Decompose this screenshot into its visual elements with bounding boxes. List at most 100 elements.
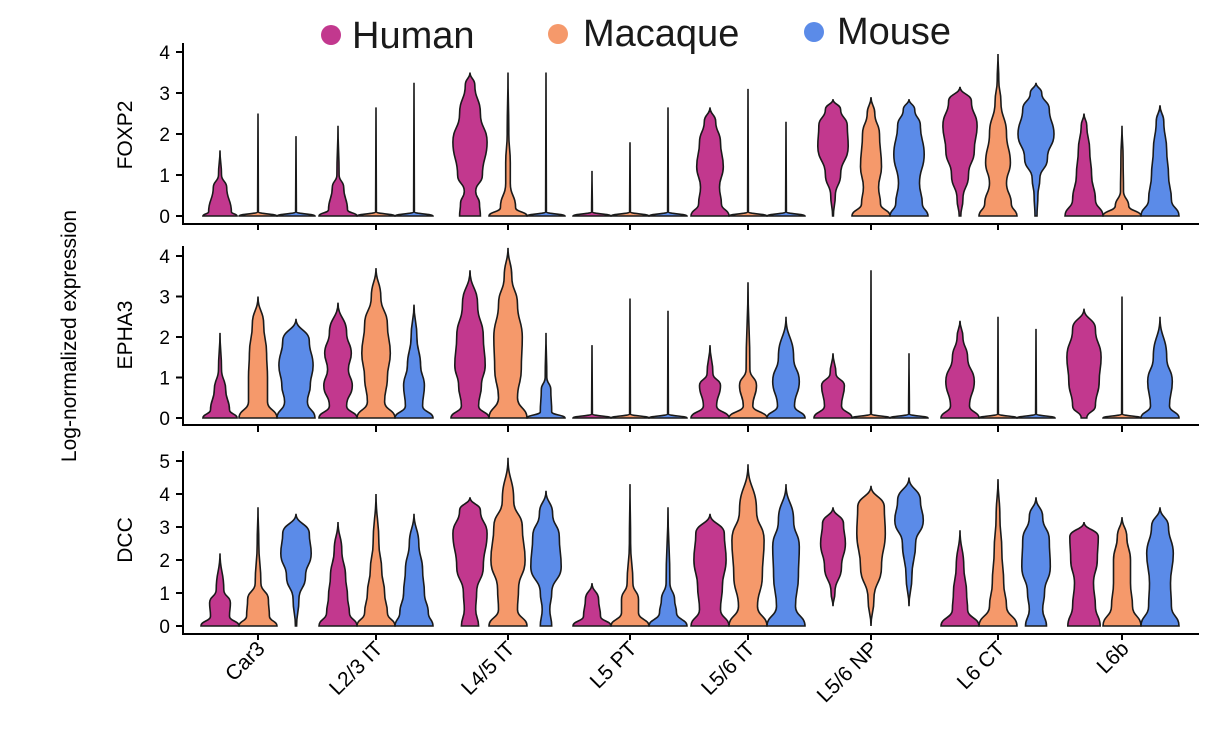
violin-epha3-l5-6-np-mouse <box>889 353 929 419</box>
panel-label-foxp2: FOXP2 <box>114 101 137 170</box>
violin-foxp2-l6-ct-mouse <box>1017 82 1055 217</box>
violin-epha3-car3-macaque <box>238 296 278 419</box>
violin-epha3-l5-6-it-macaque <box>728 282 768 419</box>
y-tick-label: 1 <box>159 166 170 187</box>
y-ticks-dcc: 0 1 2 3 4 5 <box>159 452 183 638</box>
violin-dcc-l6-ct-mouse <box>1020 497 1052 627</box>
violin-epha3-l6-ct-human <box>940 320 980 419</box>
x-axis-categories: Car3 L2/3 IT L4/5 IT L5 PT L5/6 IT L5/6 NP L6 … <box>221 637 1133 707</box>
x-tick-label: L5/6 NP <box>813 637 883 707</box>
panel-epha3: EPHA3 0 1 2 3 4 <box>114 246 1199 432</box>
y-ticks-foxp2: 0 1 2 3 4 <box>159 43 183 228</box>
violins-epha3 <box>202 247 1180 432</box>
x-tick-label: Car3 <box>221 637 269 685</box>
legend-swatch-macaque <box>548 24 568 44</box>
x-tick-label: L6b <box>1092 637 1133 678</box>
panel-dcc: DCC 0 1 2 3 4 5 <box>114 451 1199 640</box>
violin-foxp2-l5-pt-human <box>572 170 612 217</box>
y-tick-label: 0 <box>159 617 170 638</box>
y-tick-label: 3 <box>159 288 170 309</box>
violin-dcc-l6-ct-macaque <box>978 479 1018 627</box>
violin-epha3-l5-6-it-mouse <box>766 316 806 419</box>
x-tick-label: L4/5 IT <box>457 637 520 700</box>
violin-foxp2-l4-5-it-macaque <box>488 72 528 217</box>
x-tick-label: L2/3 IT <box>325 637 388 700</box>
violin-foxp2-l5-6-np-mouse <box>889 99 929 217</box>
violin-epha3-l6b-macaque <box>1102 296 1142 419</box>
violin-dcc-car3-human <box>200 553 240 627</box>
legend-label-human: Human <box>352 15 475 57</box>
violin-foxp2-l5-6-it-human <box>690 107 730 217</box>
violin-foxp2-l2-3-it-macaque <box>356 107 396 217</box>
violin-dcc-l2-3-it-mouse <box>394 513 434 627</box>
panel-foxp2: FOXP2 0 1 2 3 4 <box>114 43 1199 230</box>
y-tick-label: 4 <box>159 43 170 64</box>
violin-epha3-l5-6-it-human <box>690 345 730 419</box>
axis-foxp2 <box>182 43 1199 225</box>
y-tick-label: 0 <box>159 207 170 228</box>
panel-label-epha3: EPHA3 <box>114 301 137 370</box>
violin-epha3-l6-ct-macaque <box>978 316 1018 419</box>
x-tick-label: L6 CT <box>953 637 1010 694</box>
violin-epha3-l6-ct-mouse <box>1016 328 1056 419</box>
legend-label-macaque: Macaque <box>583 13 739 55</box>
violin-dcc-car3-macaque <box>238 507 278 627</box>
y-axis-label: Log-normalized expression <box>58 210 81 462</box>
violin-dcc-car3-mouse <box>279 513 313 627</box>
violin-foxp2-l6-ct-macaque <box>978 53 1018 217</box>
legend: Human Macaque Mouse <box>321 11 951 57</box>
violin-epha3-l2-3-it-mouse <box>394 304 434 419</box>
legend-swatch-mouse <box>804 22 824 42</box>
violin-foxp2-l6b-macaque <box>1102 125 1142 217</box>
violin-dcc-l5-6-np-mouse <box>893 477 925 607</box>
violin-foxp2-l6b-mouse <box>1140 105 1180 217</box>
violin-epha3-l4-5-it-macaque <box>488 247 528 419</box>
legend-swatch-human <box>321 25 341 45</box>
y-tick-label: 3 <box>159 518 170 539</box>
violin-foxp2-l5-6-it-macaque <box>728 88 768 217</box>
violin-foxp2-l5-6-it-mouse <box>766 121 806 217</box>
y-tick-label: 3 <box>159 84 170 105</box>
y-tick-label: 0 <box>159 409 170 430</box>
y-tick-label: 4 <box>159 485 170 506</box>
violin-epha3-l4-5-it-human <box>450 270 490 419</box>
violin-foxp2-l4-5-it-mouse <box>526 72 566 217</box>
violin-dcc-l4-5-it-human <box>452 497 488 627</box>
panel-label-dcc: DCC <box>114 517 137 563</box>
violin-foxp2-car3-mouse <box>276 136 316 217</box>
violin-epha3-l2-3-it-human <box>318 302 358 419</box>
violin-foxp2-l2-3-it-human <box>318 125 358 217</box>
violin-foxp2-car3-macaque <box>238 113 278 217</box>
violin-dcc-l2-3-it-macaque <box>356 493 396 627</box>
violin-epha3-l5-pt-macaque <box>610 298 650 419</box>
violin-dcc-l5-pt-human <box>572 583 612 627</box>
violin-dcc-l5-pt-mouse <box>648 507 688 627</box>
violin-foxp2-l5-6-np-human <box>816 98 850 217</box>
violin-foxp2-l5-pt-macaque <box>610 142 650 217</box>
violin-dcc-l5-6-it-mouse <box>766 484 806 627</box>
violin-dcc-l6b-human <box>1066 521 1102 627</box>
violin-epha3-l6b-mouse <box>1140 316 1180 419</box>
axis-dcc <box>182 451 1199 635</box>
y-tick-label: 2 <box>159 328 170 349</box>
violin-dcc-l4-5-it-mouse <box>529 490 563 627</box>
violin-epha3-l5-pt-human <box>572 345 612 419</box>
violin-foxp2-l5-pt-mouse <box>648 107 688 217</box>
violin-foxp2-l4-5-it-human <box>452 72 488 217</box>
violin-epha3-l5-6-np-human <box>813 353 853 419</box>
violin-dcc-l2-3-it-human <box>318 521 358 627</box>
y-tick-label: 1 <box>159 369 170 390</box>
y-tick-label: 2 <box>159 551 170 572</box>
x-tick-label: L5/6 IT <box>697 637 760 700</box>
violin-foxp2-car3-human <box>202 150 238 217</box>
violin-dcc-l5-6-np-human <box>819 507 847 607</box>
violin-foxp2-l2-3-it-mouse <box>394 82 434 217</box>
axis-epha3 <box>182 246 1199 426</box>
legend-label-mouse: Mouse <box>837 11 951 53</box>
violin-epha3-car3-human <box>202 332 238 419</box>
violin-foxp2-l6b-human <box>1064 113 1104 217</box>
violin-foxp2-l6-ct-human <box>942 86 978 217</box>
violin-epha3-l4-5-it-mouse <box>526 332 566 419</box>
violin-dcc-l4-5-it-macaque <box>488 457 528 627</box>
